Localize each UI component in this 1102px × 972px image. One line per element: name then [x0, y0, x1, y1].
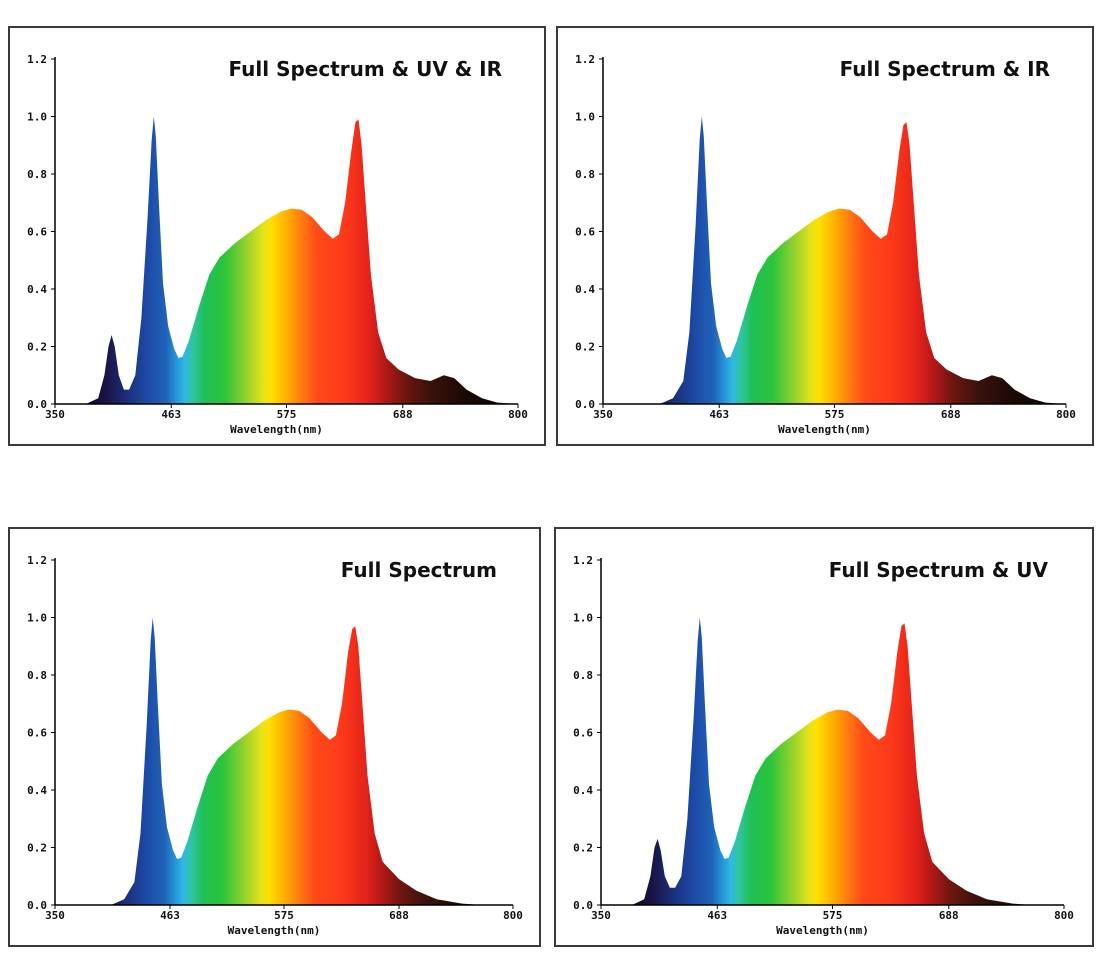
y-tick-label: 0.4	[27, 784, 47, 797]
y-tick-label: 0.0	[27, 899, 47, 912]
y-tick-label: 0.2	[27, 341, 47, 354]
x-tick-label: 575	[823, 909, 843, 922]
y-tick-label: 0.8	[27, 168, 47, 181]
x-tick-label: 350	[45, 408, 65, 421]
x-tick-label: 800	[503, 909, 523, 922]
chart-title: Full Spectrum & UV	[829, 558, 1049, 582]
y-tick-label: 1.0	[27, 111, 47, 124]
x-tick-label: 463	[161, 408, 181, 421]
x-tick-label: 350	[593, 408, 613, 421]
y-tick-label: 0.8	[575, 168, 595, 181]
x-axis-label: Wavelength(nm)	[230, 423, 323, 436]
y-tick-label: 1.2	[575, 53, 595, 66]
y-tick-label: 1.0	[27, 612, 47, 625]
y-tick-label: 0.8	[27, 669, 47, 682]
spectrum-area	[601, 617, 1064, 905]
x-tick-label: 350	[45, 909, 65, 922]
y-tick-label: 0.6	[27, 727, 47, 740]
y-tick-label: 0.4	[575, 283, 595, 296]
chart-title: Full Spectrum & UV & IR	[228, 57, 502, 81]
y-tick-label: 1.0	[573, 612, 593, 625]
x-tick-label: 575	[277, 408, 297, 421]
y-tick-label: 0.4	[27, 283, 47, 296]
x-axis-label: Wavelength(nm)	[778, 423, 871, 436]
x-tick-label: 575	[274, 909, 294, 922]
y-tick-label: 0.4	[573, 784, 593, 797]
x-tick-label: 463	[707, 909, 727, 922]
y-tick-label: 0.0	[573, 899, 593, 912]
chart-panel-uv-ir: 0.0 0.2 0.4 0.6 0.8 1.0 1.2 350 463 575 688 800 Wave…	[8, 26, 546, 446]
x-tick-label: 688	[393, 408, 413, 421]
x-tick-label: 688	[389, 909, 409, 922]
x-tick-label: 463	[709, 408, 729, 421]
y-tick-label: 0.6	[575, 226, 595, 239]
x-tick-label: 688	[939, 909, 959, 922]
chart-title: Full Spectrum & IR	[840, 57, 1050, 81]
spectrum-chart: 0.0 0.2 0.4 0.6 0.8 1.0 1.2 350 463 575 688 800 Wave…	[27, 53, 528, 436]
spectrum-area	[603, 116, 1066, 404]
y-tick-label: 1.2	[27, 53, 47, 66]
y-tick-label: 0.6	[573, 727, 593, 740]
x-axis-label: Wavelength(nm)	[776, 924, 869, 937]
y-tick-label: 1.2	[27, 554, 47, 567]
spectrum-chart: 0.0 0.2 0.4 0.6 0.8 1.0 1.2 350 463 575 688 800 Wave…	[27, 554, 523, 937]
spectrum-area	[55, 116, 518, 404]
x-tick-label: 350	[591, 909, 611, 922]
y-tick-label: 0.6	[27, 226, 47, 239]
x-tick-label: 800	[1056, 408, 1076, 421]
y-tick-label: 0.2	[575, 341, 595, 354]
x-tick-label: 800	[508, 408, 528, 421]
y-tick-label: 1.2	[573, 554, 593, 567]
spectrum-chart: 0.0 0.2 0.4 0.6 0.8 1.0 1.2 350 463 575 688 800 Wave…	[575, 53, 1076, 436]
y-tick-label: 0.0	[27, 398, 47, 411]
y-tick-label: 0.0	[575, 398, 595, 411]
spectrum-area	[55, 617, 513, 905]
chart-panel-ir: 0.0 0.2 0.4 0.6 0.8 1.0 1.2 350 463 575 688 800 Wave…	[556, 26, 1094, 446]
x-tick-label: 688	[941, 408, 961, 421]
y-tick-label: 0.2	[573, 842, 593, 855]
chart-panel-uv: 0.0 0.2 0.4 0.6 0.8 1.0 1.2 350 463 575 688 800 Wave…	[554, 527, 1094, 947]
y-tick-label: 0.2	[27, 842, 47, 855]
x-axis-label: Wavelength(nm)	[228, 924, 321, 937]
chart-title: Full Spectrum	[341, 558, 497, 582]
spectrum-chart: 0.0 0.2 0.4 0.6 0.8 1.0 1.2 350 463 575 688 800 Wave…	[573, 554, 1074, 937]
x-tick-label: 575	[825, 408, 845, 421]
x-tick-label: 463	[160, 909, 180, 922]
y-tick-label: 0.8	[573, 669, 593, 682]
chart-panel-full: 0.0 0.2 0.4 0.6 0.8 1.0 1.2 350 463 575 688 800 Wave…	[8, 527, 541, 947]
y-tick-label: 1.0	[575, 111, 595, 124]
x-tick-label: 800	[1054, 909, 1074, 922]
